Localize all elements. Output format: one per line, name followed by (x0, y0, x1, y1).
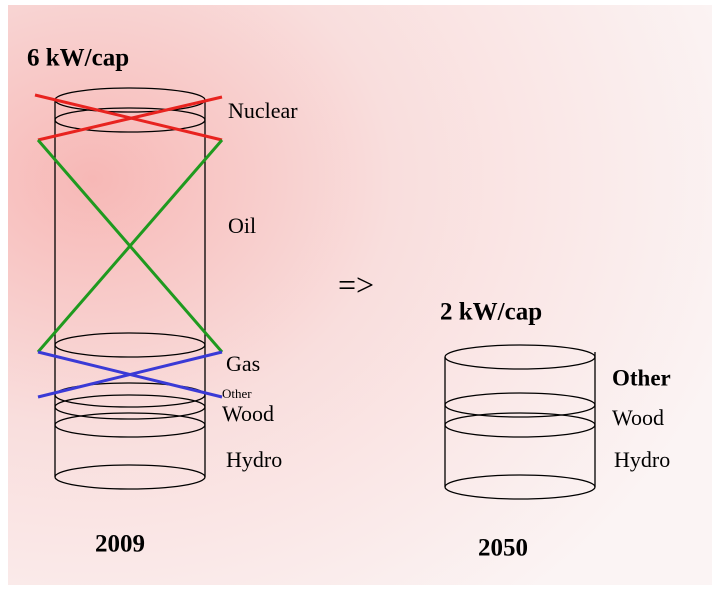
label: Wood (612, 405, 664, 430)
label: Nuclear (228, 98, 298, 123)
label: Other (612, 365, 671, 390)
label: Hydro (226, 447, 282, 472)
label: Gas (226, 351, 260, 376)
right-title: 2 kW/cap (440, 299, 542, 326)
left-year: 2009 (95, 531, 145, 558)
arrow: => (338, 266, 374, 302)
right-cylinder (444, 344, 596, 500)
label: Oil (228, 213, 256, 238)
label: Other (222, 386, 252, 401)
label: Hydro (614, 447, 670, 472)
left-title: 6 kW/cap (27, 45, 129, 72)
right-year: 2050 (478, 535, 528, 562)
label: Wood (222, 401, 274, 426)
cross-marks (34, 93, 224, 399)
